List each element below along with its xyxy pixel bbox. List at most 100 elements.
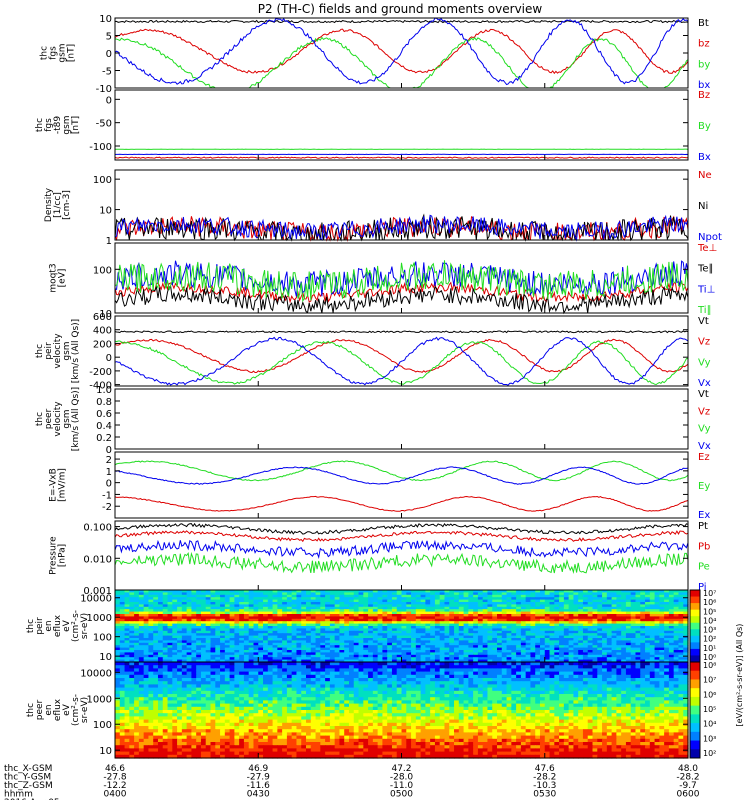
heatmap-cell [645, 614, 651, 617]
heatmap-cell [348, 630, 355, 634]
heatmap-cell [196, 621, 202, 625]
heatmap-cell [172, 687, 178, 692]
heatmap-cell [153, 594, 159, 598]
heatmap-cell [363, 611, 369, 615]
heatmap-cell [425, 640, 431, 644]
heatmap-cell [277, 626, 283, 629]
heatmap-cell [296, 642, 302, 646]
heatmap-cell [640, 623, 646, 627]
heatmap-cell [205, 687, 212, 692]
heatmap-cell [162, 616, 169, 620]
heatmap-cell [578, 668, 584, 673]
heatmap-cell [382, 602, 388, 605]
heatmap-cell [387, 630, 393, 634]
heatmap-cell [525, 659, 532, 663]
heatmap-cell [492, 628, 498, 632]
heatmap-cell [234, 597, 240, 601]
heatmap-cell [439, 671, 446, 676]
heatmap-cell [296, 609, 302, 613]
heatmap-cell [334, 628, 341, 632]
heatmap-cell [234, 690, 240, 695]
heatmap-cell [157, 626, 164, 629]
heatmap-cell [649, 654, 656, 658]
heatmap-cell [525, 614, 532, 617]
heatmap-cell [535, 635, 541, 639]
heatmap-cell [157, 647, 164, 651]
heatmap-cell [382, 614, 388, 617]
heatmap-cell [310, 681, 317, 685]
heatmap-cell [138, 657, 145, 661]
heatmap-cell [582, 654, 589, 658]
y-tick-label: -1 [102, 490, 112, 501]
heatmap-cell [191, 597, 197, 601]
heatmap-cell [501, 642, 508, 646]
heatmap-cell [554, 678, 560, 682]
heatmap-cell [210, 665, 216, 669]
heatmap-cell [520, 674, 527, 679]
heatmap-cell [339, 626, 345, 629]
heatmap-cell [325, 652, 331, 656]
heatmap-cell [506, 621, 512, 625]
heatmap-cell [253, 650, 259, 653]
heatmap-cell [468, 609, 474, 613]
heatmap-cell [477, 650, 484, 653]
heatmap-cell [143, 657, 150, 661]
heatmap-cell [425, 635, 431, 639]
heatmap-cell [530, 611, 536, 615]
heatmap-cell [353, 599, 360, 603]
heatmap-cell [296, 684, 302, 689]
heatmap-cell [511, 654, 517, 658]
heatmap-cell [511, 668, 517, 673]
heatmap-cell [415, 594, 422, 598]
heatmap-cell [559, 616, 565, 620]
heatmap-cell [487, 633, 493, 637]
heatmap-cell [640, 609, 646, 613]
heatmap-cell [430, 590, 436, 593]
heatmap-cell [325, 687, 331, 692]
heatmap-cell [267, 626, 274, 629]
heatmap-cell [162, 690, 169, 695]
heatmap-cell [196, 687, 202, 692]
heatmap-cell [630, 687, 637, 692]
heatmap-cell [582, 674, 589, 679]
heatmap-cell [578, 594, 584, 598]
heatmap-cell [191, 626, 197, 629]
heatmap-cell [544, 626, 551, 629]
heatmap-cell [220, 626, 226, 629]
heatmap-cell [177, 606, 183, 610]
heatmap-cell [463, 626, 469, 629]
heatmap-cell [559, 623, 565, 627]
heatmap-cell [477, 616, 484, 620]
heatmap-cell [602, 609, 608, 613]
heatmap-cell [487, 640, 493, 644]
heatmap-cell [559, 638, 565, 641]
heatmap-cell [592, 668, 598, 673]
heatmap-cell [353, 597, 360, 601]
heatmap-cell [310, 650, 317, 653]
heatmap-cell [625, 687, 632, 692]
heatmap-cell [539, 597, 546, 601]
heatmap-cell [602, 684, 608, 689]
heatmap-cell [640, 633, 646, 637]
heatmap-cell [602, 626, 608, 629]
heatmap-cell [134, 650, 140, 653]
heatmap-cell [630, 650, 637, 653]
heatmap-cell [115, 626, 121, 629]
heatmap-cell [372, 638, 379, 641]
heatmap-cell [344, 609, 350, 613]
heatmap-cell [124, 640, 130, 644]
heatmap-cell [568, 626, 574, 629]
heatmap-cell [549, 647, 555, 651]
heatmap-cell [177, 640, 183, 644]
heatmap-cell [549, 626, 555, 629]
heatmap-cell [544, 665, 551, 669]
heatmap-cell [157, 590, 164, 593]
y-axis-label: velocity [53, 401, 63, 437]
heatmap-cell [253, 606, 259, 610]
heatmap-cell [659, 650, 665, 653]
heatmap-cell [220, 611, 226, 615]
series-line-3-1 [114, 215, 689, 242]
heatmap-cell [272, 604, 278, 608]
heatmap-cell [539, 611, 546, 615]
heatmap-cell [148, 674, 154, 679]
